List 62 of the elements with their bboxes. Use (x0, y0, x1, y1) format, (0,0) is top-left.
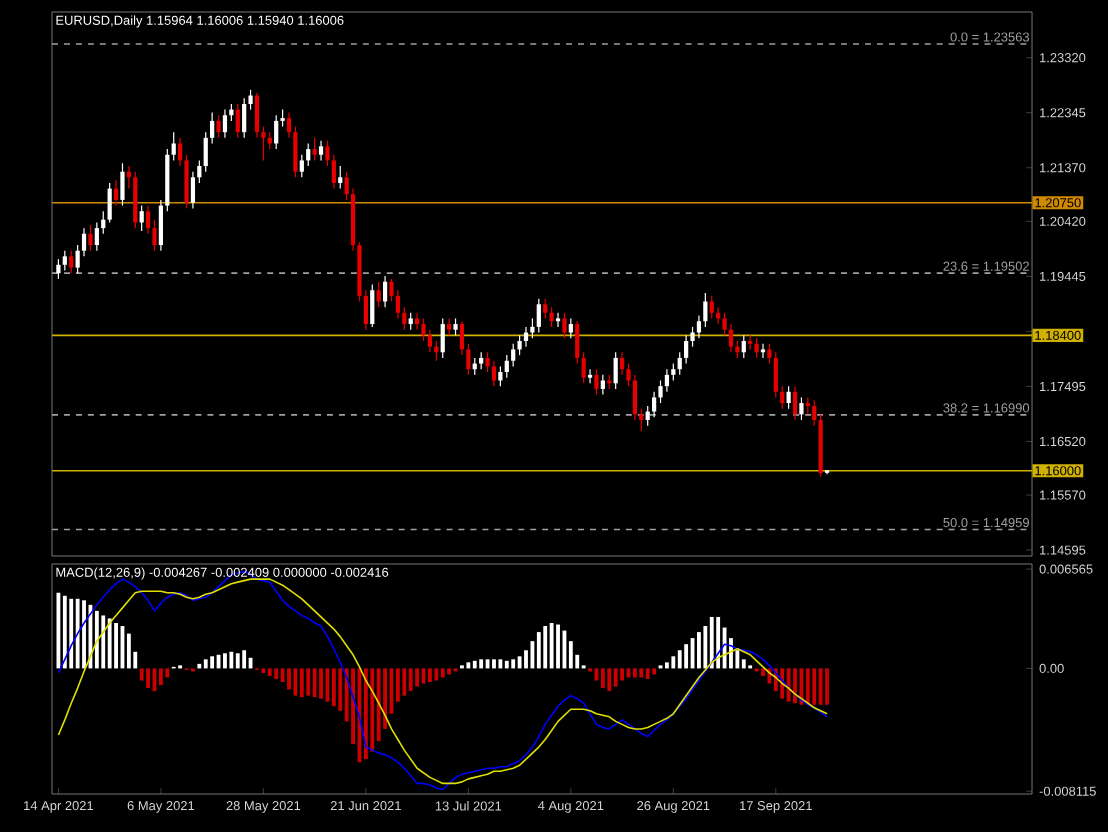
candlestick (709, 295, 714, 320)
candlestick (306, 142, 311, 167)
candlestick (338, 165, 343, 190)
candlestick (254, 92, 260, 139)
candlestick (792, 385, 798, 421)
candlestick (543, 298, 548, 320)
candlestick (447, 317, 452, 336)
candlestick (107, 182, 112, 224)
candlestick (562, 312, 567, 339)
candlestick (376, 281, 381, 308)
candlestick (56, 258, 61, 280)
candlestick (504, 354, 509, 379)
candlestick (331, 154, 336, 190)
candlestick (664, 368, 670, 393)
candlestick (318, 140, 324, 162)
candlestick (235, 103, 240, 139)
candlestick (568, 317, 573, 339)
candlestick (312, 137, 317, 162)
candlestick (222, 109, 228, 139)
candlestick (587, 368, 593, 384)
candlestick (632, 374, 637, 421)
candlestick (113, 179, 119, 207)
candlestick (395, 289, 401, 320)
candlestick (799, 396, 804, 421)
candlestick (728, 323, 734, 353)
candlestick (773, 351, 778, 399)
candlestick (171, 131, 176, 162)
candlestick (69, 250, 74, 274)
candlestick (651, 391, 657, 418)
candlestick (741, 334, 746, 359)
candlestick (427, 329, 433, 353)
candlestick (88, 224, 93, 252)
candlestick (62, 250, 67, 272)
candlestick (370, 283, 375, 328)
candlestick (536, 298, 541, 334)
candlestick (575, 320, 580, 365)
candlestick (786, 385, 791, 410)
candlestick (760, 343, 766, 359)
candlestick (139, 204, 144, 232)
candlestick (812, 399, 817, 427)
candlestick (440, 317, 445, 359)
candlestick (414, 312, 420, 331)
candlestick (581, 351, 586, 384)
candlestick (754, 337, 759, 359)
candlestick (684, 334, 689, 365)
candlestick (216, 114, 221, 139)
candlestick (491, 360, 497, 387)
candlestick (511, 343, 516, 367)
candlestick (274, 114, 279, 150)
candlestick (299, 154, 304, 178)
candlestick (555, 312, 561, 328)
candlestick (600, 374, 605, 396)
candlestick (120, 162, 125, 207)
candlestick (242, 97, 247, 139)
candlestick (619, 351, 625, 376)
candlestick (780, 385, 785, 410)
candlestick (613, 351, 618, 390)
candlestick (594, 368, 599, 396)
candlestick (382, 275, 388, 308)
candlestick (94, 221, 99, 252)
candlestick (133, 171, 138, 229)
candlestick (190, 171, 196, 209)
